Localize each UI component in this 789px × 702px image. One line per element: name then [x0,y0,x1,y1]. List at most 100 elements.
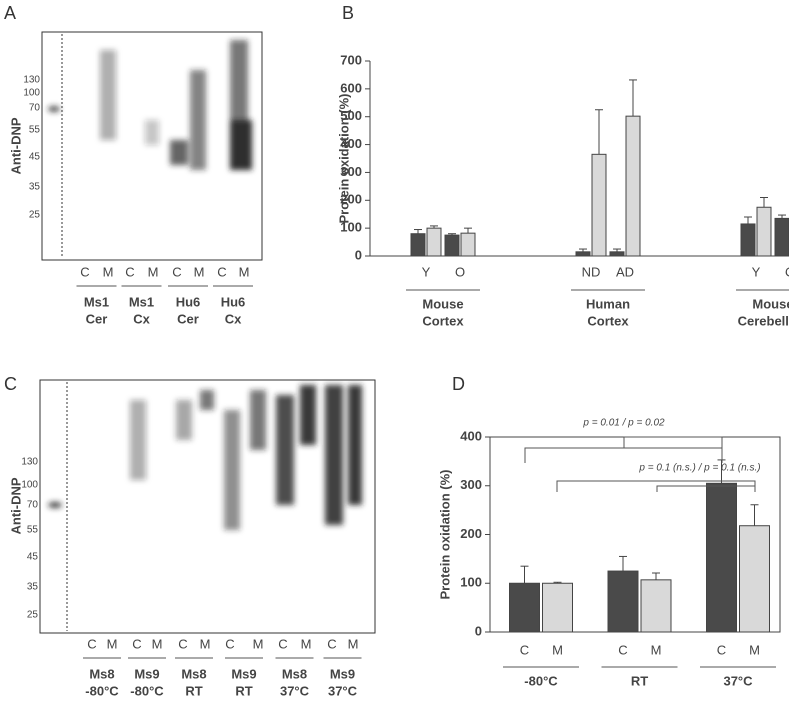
bar [542,582,573,633]
y-tick-label: 0 [475,623,482,638]
panel-label: A [4,3,16,23]
significance-bracket [623,436,723,448]
lane-label: M [152,636,163,651]
x-tick-label: 37°C [723,673,753,688]
group-label: Ms1 [129,294,154,309]
marker-label: 55 [29,125,41,136]
blot-frame [39,379,376,634]
lane-label: M [194,264,205,279]
y-tick-label: 0 [355,247,362,262]
lane-label: M [348,636,359,651]
lane-label: C [225,636,234,651]
y-tick-label: 400 [460,428,482,443]
x-tick-label: O [455,264,465,279]
panel-label: B [342,3,354,23]
panel-label: D [452,374,465,394]
bar [609,251,625,257]
y-tick-label: 600 [340,80,362,95]
error-bar [414,229,422,234]
marker-label: 45 [29,152,41,163]
x-tick-label: O [785,264,789,279]
group-label: Cortex [422,313,464,328]
bar [444,234,460,257]
lane-label: C [217,264,226,279]
bar [640,579,672,633]
bar [575,251,591,257]
group-label: Cx [225,311,242,326]
bar [591,153,607,257]
y-axis-label: Protein oxidation (%) [437,470,452,600]
bar-label: C [618,642,627,657]
error-bar [750,504,759,526]
lane-label: C [125,264,134,279]
group-label: Ms1 [84,294,109,309]
y-tick-label: 500 [340,108,362,123]
group-label: Ms8 [89,666,114,681]
lane-label: C [80,264,89,279]
x-tick-label: ND [582,264,601,279]
bar-label: M [749,642,760,657]
lane-label: M [107,636,118,651]
group-label: -80°C [130,683,164,698]
y-tick-label: 200 [340,192,362,207]
marker-label: 45 [27,552,39,563]
y-tick-label: 700 [340,52,362,67]
y-tick-label: 100 [340,220,362,235]
group-label: 37°C [328,683,358,698]
group-label: Human [586,296,630,311]
group-label: Cer [177,311,199,326]
group-label: -80°C [85,683,119,698]
error-bar [760,197,768,208]
group-label: Mouse [752,296,789,311]
bar-label: M [651,642,662,657]
bar [607,570,639,633]
marker-label: 25 [27,610,39,621]
group-label: Ms8 [181,666,206,681]
marker-label: 130 [21,457,38,468]
group-label: RT [185,683,202,698]
lane-label: C [278,636,287,651]
bar-label: C [520,642,529,657]
bar [740,223,756,257]
y-axis-label: Protein oxidation (%) [336,94,351,224]
marker-label: 55 [27,525,39,536]
lane-label: M [148,264,159,279]
bar [756,206,772,257]
group-label: Cortex [587,313,629,328]
bar-label: C [717,642,726,657]
y-tick-label: 300 [460,477,482,492]
marker-label: 35 [29,182,41,193]
x-tick-label: RT [631,673,648,688]
significance-bracket [524,447,723,463]
error-bar [629,79,637,117]
lane-label: M [301,636,312,651]
significance-bracket [656,485,755,492]
group-label: Ms9 [330,666,355,681]
annotation: p = 0.1 (n.s.) / p = 0.1 (n.s.) [638,463,760,474]
x-tick-label: AD [616,264,634,279]
x-tick-label: -80°C [524,673,558,688]
group-label: Hu6 [221,294,246,309]
error-bar [744,216,752,224]
x-tick-label: Y [422,264,431,279]
error-bar [619,555,627,572]
group-label: Cer [86,311,108,326]
lane-label: C [132,636,141,651]
marker-label: 25 [29,210,41,221]
error-bar [652,572,660,580]
lane-label: C [327,636,336,651]
bar [774,217,789,257]
bar [410,233,426,257]
y-tick-label: 300 [340,164,362,179]
group-label: Hu6 [176,294,201,309]
marker-label: 100 [23,88,40,99]
blot-frame [41,31,263,261]
marker-label: 35 [27,582,39,593]
lane-label: M [253,636,264,651]
bar [509,582,540,633]
panel-label: C [4,374,17,394]
bar [460,232,476,257]
group-label: 37°C [280,683,310,698]
group-label: Cerebellum [738,313,789,328]
